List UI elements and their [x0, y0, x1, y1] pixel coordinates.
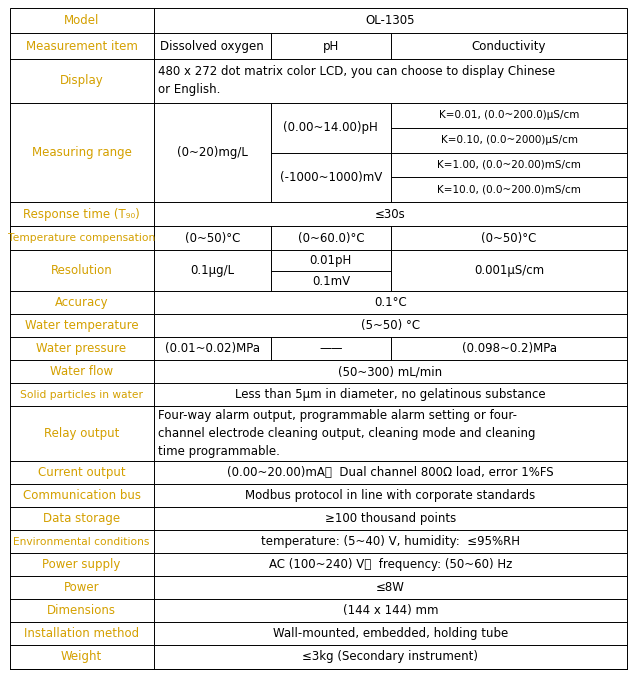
Text: ≤8W: ≤8W — [376, 581, 405, 594]
Text: Environmental conditions: Environmental conditions — [13, 537, 150, 546]
Text: (5~50) °C: (5~50) °C — [361, 320, 420, 332]
Text: (0~60.0)°C: (0~60.0)°C — [297, 232, 364, 245]
Text: pH: pH — [323, 40, 339, 53]
Text: Less than 5μm in diameter, no gelatinous substance: Less than 5μm in diameter, no gelatinous… — [235, 388, 546, 401]
Text: Accuracy: Accuracy — [55, 297, 108, 309]
Text: OL-1305: OL-1305 — [366, 14, 415, 27]
Text: Water flow: Water flow — [50, 365, 113, 378]
Text: Communication bus: Communication bus — [22, 489, 141, 502]
Text: Weight: Weight — [61, 651, 102, 663]
Text: K=10.0, (0.0~200.0)mS/cm: K=10.0, (0.0~200.0)mS/cm — [437, 185, 581, 195]
Text: (50~300) mL/min: (50~300) mL/min — [338, 365, 443, 378]
Text: (0.00~20.00)mA，  Dual channel 800Ω load, error 1%FS: (0.00~20.00)mA， Dual channel 800Ω load, … — [227, 466, 554, 479]
Text: Display: Display — [60, 74, 103, 87]
Text: K=0.01, (0.0~200.0)μS/cm: K=0.01, (0.0~200.0)μS/cm — [439, 110, 579, 121]
Text: 0.01pH: 0.01pH — [310, 255, 352, 267]
Text: 0.1°C: 0.1°C — [374, 297, 407, 309]
Text: 0.001μS/cm: 0.001μS/cm — [474, 265, 544, 278]
Text: ≤30s: ≤30s — [375, 208, 406, 221]
Text: 0.1μg/L: 0.1μg/L — [190, 265, 234, 278]
Text: Response time (T₉₀): Response time (T₉₀) — [23, 208, 140, 221]
Text: 480 x 272 dot matrix color LCD, you can choose to display Chinese
or English.: 480 x 272 dot matrix color LCD, you can … — [158, 65, 555, 96]
Text: (0.00~14.00)pH: (0.00~14.00)pH — [283, 121, 378, 134]
Text: (-1000~1000)mV: (-1000~1000)mV — [280, 171, 382, 184]
Text: Power: Power — [64, 581, 99, 594]
Text: Power supply: Power supply — [42, 558, 121, 571]
Text: Measuring range: Measuring range — [32, 146, 131, 159]
Text: Dimensions: Dimensions — [47, 604, 116, 617]
Text: (144 x 144) mm: (144 x 144) mm — [343, 604, 438, 617]
Text: Dissolved oxygen: Dissolved oxygen — [161, 40, 264, 53]
Text: Installation method: Installation method — [24, 627, 139, 640]
Text: Water pressure: Water pressure — [36, 343, 127, 355]
Text: Water temperature: Water temperature — [25, 320, 138, 332]
Text: Four-way alarm output, programmable alarm setting or four-
channel electrode cle: Four-way alarm output, programmable alar… — [158, 410, 536, 458]
Text: Data storage: Data storage — [43, 512, 120, 525]
Text: (0~50)°C: (0~50)°C — [185, 232, 240, 245]
Text: ——: —— — [319, 343, 343, 355]
Text: (0.098~0.2)MPa: (0.098~0.2)MPa — [462, 343, 557, 355]
Text: Measurement item: Measurement item — [25, 40, 138, 53]
Text: Modbus protocol in line with corporate standards: Modbus protocol in line with corporate s… — [245, 489, 536, 502]
Text: (0~20)mg/L: (0~20)mg/L — [177, 146, 248, 159]
Text: Conductivity: Conductivity — [472, 40, 547, 53]
Text: Temperature compensation: Temperature compensation — [8, 234, 155, 244]
Text: K=1.00, (0.0~20.00)mS/cm: K=1.00, (0.0~20.00)mS/cm — [437, 160, 581, 170]
Text: 0.1mV: 0.1mV — [311, 275, 350, 288]
Text: Model: Model — [64, 14, 99, 27]
Text: (0~50)°C: (0~50)°C — [482, 232, 537, 245]
Text: AC (100~240) V，  frequency: (50~60) Hz: AC (100~240) V， frequency: (50~60) Hz — [269, 558, 512, 571]
Text: Relay output: Relay output — [44, 427, 119, 440]
Text: Resolution: Resolution — [51, 265, 112, 278]
Text: ≤3kg (Secondary instrument): ≤3kg (Secondary instrument) — [303, 651, 478, 663]
Text: ≥100 thousand points: ≥100 thousand points — [325, 512, 456, 525]
Text: Current output: Current output — [38, 466, 125, 479]
Text: temperature: (5~40) V, humidity:  ≤95%RH: temperature: (5~40) V, humidity: ≤95%RH — [261, 536, 520, 548]
Text: (0.01~0.02)MPa: (0.01~0.02)MPa — [165, 343, 260, 355]
Text: Wall-mounted, embedded, holding tube: Wall-mounted, embedded, holding tube — [273, 627, 508, 640]
Text: Solid particles in water: Solid particles in water — [20, 389, 143, 399]
Text: K=0.10, (0.0~2000)μS/cm: K=0.10, (0.0~2000)μS/cm — [441, 135, 578, 145]
